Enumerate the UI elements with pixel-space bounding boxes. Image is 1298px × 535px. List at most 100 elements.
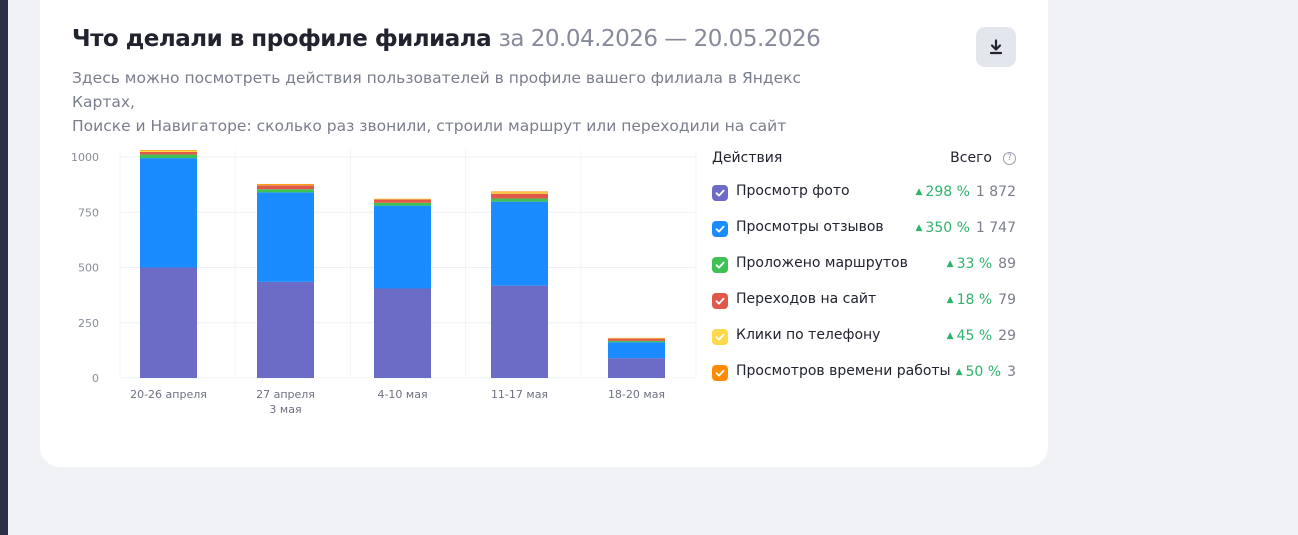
bar-segment — [374, 202, 431, 206]
bar-segment — [608, 338, 665, 341]
card-description: Здесь можно посмотреть действия пользова… — [72, 66, 852, 138]
bar-segment — [374, 199, 431, 203]
x-tick-label: 27 апреля — [256, 388, 315, 401]
checkmark-icon — [715, 369, 725, 377]
y-tick-label: 0 — [92, 372, 99, 385]
bar-segment — [608, 358, 665, 378]
bar-segment — [257, 189, 314, 193]
bar-segment — [608, 337, 665, 339]
bar-segment — [257, 192, 314, 282]
bar-segment — [491, 285, 548, 378]
legend-item-values: ▲ 50 % 3 — [956, 364, 1016, 380]
bar-segment — [491, 198, 548, 202]
x-tick-label: 18-20 мая — [608, 388, 665, 401]
x-tick-label: 3 мая — [269, 403, 301, 416]
trend-up-icon: ▲ — [955, 367, 963, 377]
bar-segment — [491, 193, 548, 199]
bar-segment — [257, 185, 314, 190]
checkmark-icon — [715, 261, 725, 269]
legend-item-label: Просмотры отзывов — [736, 219, 884, 235]
y-tick-label: 500 — [78, 262, 99, 275]
legend-item-label: Просмотров времени работы — [736, 363, 951, 379]
bar-segment — [140, 267, 197, 378]
legend-item-total: 29 — [998, 328, 1016, 344]
trend-up-icon: ▲ — [915, 223, 923, 233]
actions-column-header: Действия — [712, 150, 783, 166]
legend-item-delta: 33 % — [956, 256, 993, 272]
trend-up-icon: ▲ — [915, 187, 923, 197]
legend-item[interactable]: Просмотров времени работы ▲ 50 % 3 — [712, 362, 1016, 386]
legend-item-delta: 45 % — [956, 328, 993, 344]
legend-item-delta: 350 % — [925, 220, 970, 236]
legend-item-delta: 50 % — [965, 364, 1002, 380]
legend-item[interactable]: Просмотры отзывов ▲ 350 % 1 747 — [712, 218, 1016, 242]
trend-up-icon: ▲ — [946, 331, 954, 341]
bar-segment — [140, 150, 197, 151]
description-line-2: Поиске и Навигаторе: сколько раз звонили… — [72, 117, 787, 135]
bar-segment — [491, 191, 548, 193]
y-tick-label: 750 — [78, 206, 99, 219]
help-icon[interactable]: ? — [1003, 152, 1016, 165]
actions-card: Что делали в профиле филиала за 20.04.20… — [40, 0, 1048, 467]
legend-checkbox[interactable] — [712, 365, 728, 381]
x-tick-label: 11-17 мая — [491, 388, 548, 401]
legend-item-values: ▲ 33 % 89 — [947, 256, 1016, 272]
legend-item[interactable]: Просмотр фото ▲ 298 % 1 872 — [712, 182, 1016, 206]
bar-segment — [140, 151, 197, 155]
legend-item-label: Проложено маршрутов — [736, 255, 908, 271]
trend-up-icon: ▲ — [946, 295, 954, 305]
actions-bar-chart: 0 250 500 750 1000 20-26 апреля 27 апреля 3 мая… — [71, 150, 697, 416]
legend-header: Действия Всего ? — [712, 150, 1016, 170]
legend-checkbox[interactable] — [712, 185, 728, 201]
bar-segment — [608, 340, 665, 343]
trend-up-icon: ▲ — [946, 259, 954, 269]
x-tick-label: 4-10 мая — [377, 388, 427, 401]
bar-segment — [257, 183, 314, 185]
description-line-1: Здесь можно посмотреть действия пользова… — [72, 69, 801, 111]
legend-checkbox[interactable] — [712, 221, 728, 237]
checkmark-icon — [715, 333, 725, 341]
bar-segment — [257, 281, 314, 378]
legend-item-label: Клики по телефону — [736, 327, 881, 343]
title-text: Что делали в профиле филиала — [72, 26, 492, 52]
legend-item[interactable]: Переходов на сайт ▲ 18 % 79 — [712, 290, 1016, 314]
legend-item-values: ▲ 45 % 29 — [947, 328, 1016, 344]
period-text: за 20.04.2026 — 20.05.2026 — [498, 26, 821, 52]
legend-checkbox[interactable] — [712, 293, 728, 309]
legend-item-total: 3 — [1007, 364, 1016, 380]
legend-item-total: 1 747 — [975, 220, 1016, 236]
bar-segment — [140, 154, 197, 159]
bar-segment — [491, 201, 548, 286]
bar-segment — [140, 158, 197, 268]
legend-item-values: ▲ 298 % 1 872 — [916, 184, 1017, 200]
legend-item-label: Просмотр фото — [736, 183, 850, 199]
left-sidebar-edge — [0, 0, 8, 535]
bar-segment — [608, 342, 665, 359]
legend-checkbox[interactable] — [712, 257, 728, 273]
legend-item-total: 89 — [998, 256, 1016, 272]
total-column-header: Всего — [950, 150, 992, 166]
bar-segment — [140, 150, 197, 152]
y-tick-label: 1000 — [71, 151, 99, 164]
bar-segment — [491, 191, 548, 194]
bar-segment — [374, 205, 431, 289]
legend-item[interactable]: Клики по телефону ▲ 45 % 29 — [712, 326, 1016, 350]
checkmark-icon — [715, 225, 725, 233]
card-title: Что делали в профиле филиала за 20.04.20… — [72, 26, 821, 52]
checkmark-icon — [715, 189, 725, 197]
legend-item-label: Переходов на сайт — [736, 291, 877, 307]
legend-item-total: 79 — [998, 292, 1016, 308]
legend-item-delta: 18 % — [956, 292, 993, 308]
y-tick-label: 250 — [78, 317, 99, 330]
bar-segment — [374, 288, 431, 378]
legend-checkbox[interactable] — [712, 329, 728, 345]
legend-item-values: ▲ 18 % 79 — [947, 292, 1016, 308]
bar-segment — [374, 198, 431, 200]
legend-item-delta: 298 % — [925, 184, 970, 200]
download-button[interactable] — [976, 27, 1016, 67]
x-tick-label: 20-26 апреля — [130, 388, 207, 401]
legend-item[interactable]: Проложено маршрутов ▲ 33 % 89 — [712, 254, 1016, 278]
legend-item-values: ▲ 350 % 1 747 — [916, 220, 1017, 236]
download-icon — [989, 39, 1003, 55]
legend-item-total: 1 872 — [975, 184, 1016, 200]
